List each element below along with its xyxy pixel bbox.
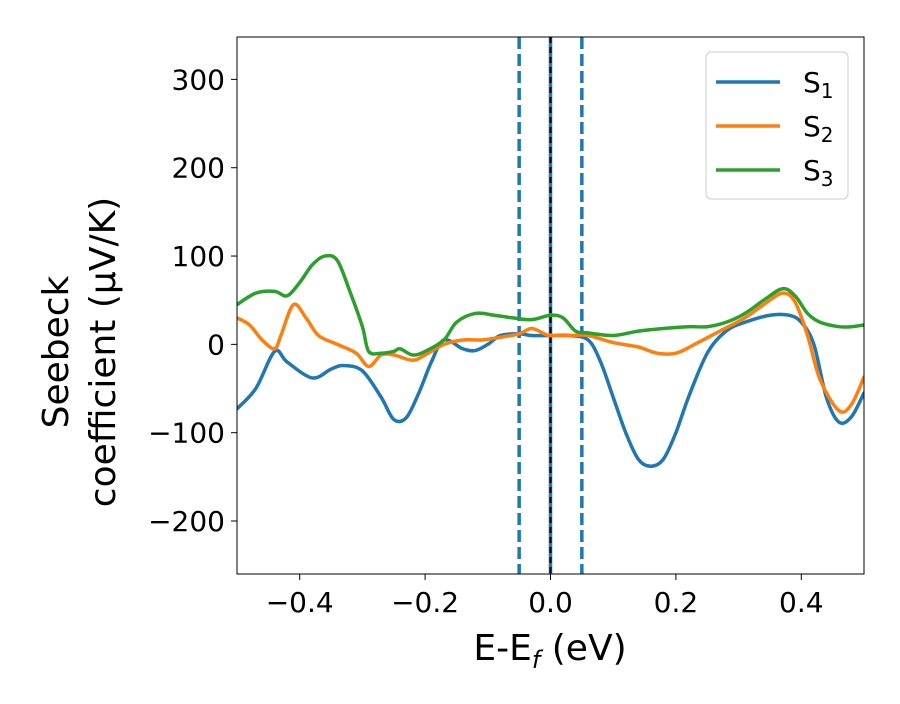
legend-label-sub: 2 <box>821 123 834 147</box>
plot-area <box>237 37 864 574</box>
legend-label-s2: S2 <box>803 110 834 147</box>
y-tick-label: 0 <box>207 328 225 361</box>
x-axis-title: E-Ef (eV) <box>473 628 626 674</box>
y-tick-label: −200 <box>148 505 225 538</box>
y-tick-label: −100 <box>148 417 225 450</box>
legend-label-s1: S1 <box>803 66 834 103</box>
series-line-s3 <box>237 253 864 357</box>
x-axis: −0.4 −0.2 0.0 0.2 0.4 <box>266 574 824 619</box>
x-tick-label: 0.2 <box>654 586 699 619</box>
y-axis-title-line1: Seebeck <box>36 275 77 428</box>
y-axis-title-line2: coefficient (μV/K) <box>83 197 124 507</box>
x-axis-title-unit: (eV) <box>540 628 626 669</box>
y-tick-label: 300 <box>172 63 225 96</box>
x-tick-label: −0.2 <box>391 586 459 619</box>
x-axis-title-main: E-E <box>473 628 531 669</box>
x-tick-label: 0.4 <box>779 586 824 619</box>
legend-label-sub: 3 <box>821 167 834 191</box>
y-axis: −200 −100 0 100 200 300 <box>148 63 237 538</box>
y-tick-label: 100 <box>172 240 225 273</box>
x-tick-label: 0.0 <box>528 586 573 619</box>
y-tick-label: 200 <box>172 152 225 185</box>
legend-label-main: S <box>803 66 821 99</box>
series-line-s2 <box>237 291 864 414</box>
legend-label-s3: S3 <box>803 154 834 191</box>
legend-label-sub: 1 <box>821 79 834 103</box>
legend-label-main: S <box>803 154 821 187</box>
y-axis-title: Seebeck coefficient (μV/K) <box>36 197 124 507</box>
legend-label-main: S <box>803 110 821 143</box>
x-tick-label: −0.4 <box>266 586 334 619</box>
